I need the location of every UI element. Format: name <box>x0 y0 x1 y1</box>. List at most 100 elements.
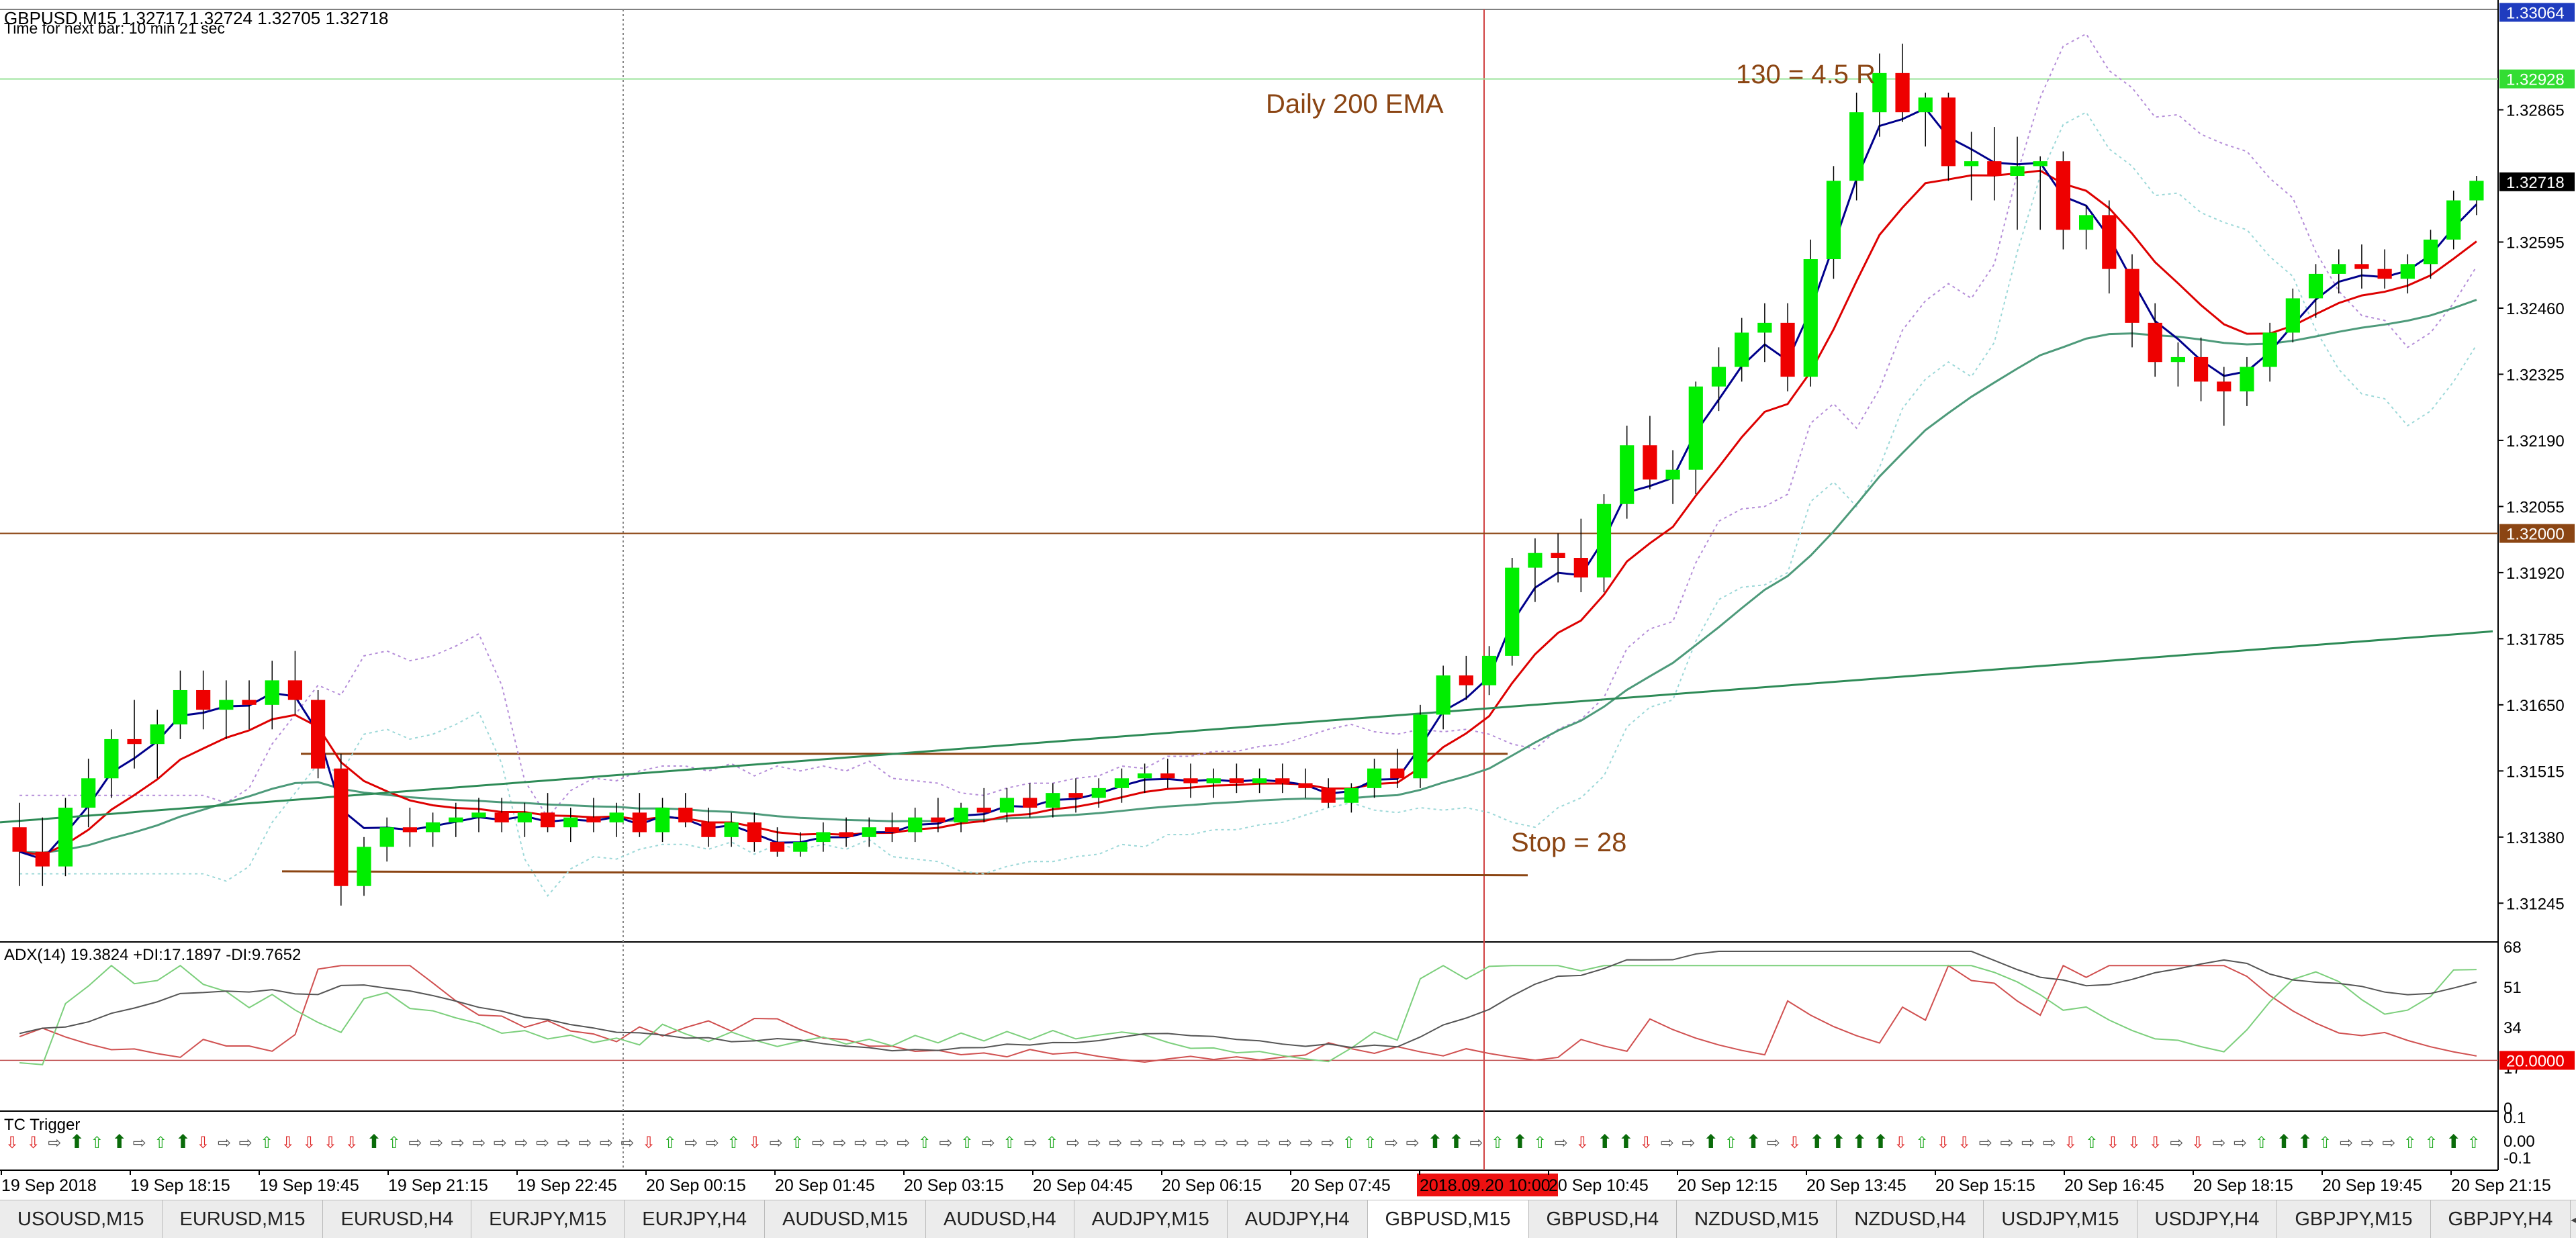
chart-tab-audusd-m15[interactable]: AUDUSD,M15 <box>765 1200 926 1238</box>
candle-body[interactable] <box>1505 567 1520 656</box>
candle-body[interactable] <box>2423 239 2438 265</box>
candle-body[interactable] <box>104 739 119 779</box>
candle-body[interactable] <box>2446 200 2461 240</box>
candle-body[interactable] <box>724 822 739 837</box>
candle-body[interactable] <box>1573 558 1588 578</box>
chart-tab-usdjpy-m15[interactable]: USDJPY,M15 <box>1984 1200 2137 1238</box>
candle-body[interactable] <box>747 822 762 843</box>
tab-scroll-icon[interactable]: ◂ <box>2571 1200 2576 1238</box>
candle-body[interactable] <box>1688 386 1703 470</box>
candle-body[interactable] <box>1643 445 1657 480</box>
candle-body[interactable] <box>2285 298 2300 333</box>
candle-body[interactable] <box>2400 264 2415 279</box>
candle-body[interactable] <box>839 832 854 837</box>
candle-body[interactable] <box>793 842 808 852</box>
candle-body[interactable] <box>586 817 601 822</box>
candle-body[interactable] <box>402 827 418 832</box>
candle-body[interactable] <box>1826 181 1841 260</box>
candle-body[interactable] <box>2148 322 2162 363</box>
candle-body[interactable] <box>999 798 1015 813</box>
candle-body[interactable] <box>1091 788 1106 798</box>
candle-body[interactable] <box>242 700 257 705</box>
candle-body[interactable] <box>219 700 234 710</box>
candle-body[interactable] <box>1872 73 1887 113</box>
candle-body[interactable] <box>1298 783 1313 788</box>
candle-body[interactable] <box>173 689 188 725</box>
candle-body[interactable] <box>494 812 509 822</box>
candle-body[interactable] <box>2377 269 2392 279</box>
candle-body[interactable] <box>655 808 670 832</box>
ema-annotation[interactable]: Daily 200 EMA <box>1266 89 1444 119</box>
candle-body[interactable] <box>1367 768 1382 788</box>
candle-body[interactable] <box>1321 788 1336 803</box>
candle-body[interactable] <box>678 808 693 822</box>
candle-body[interactable] <box>2240 367 2254 391</box>
candle-body[interactable] <box>2469 181 2484 201</box>
candle-body[interactable] <box>2217 381 2232 391</box>
candle-body[interactable] <box>701 822 716 837</box>
candle-body[interactable] <box>931 817 946 822</box>
candle-body[interactable] <box>563 817 578 828</box>
candle-body[interactable] <box>81 778 96 808</box>
candle-body[interactable] <box>2170 356 2185 363</box>
candle-body[interactable] <box>1987 161 2002 177</box>
candle-body[interactable] <box>2354 264 2369 269</box>
candle-body[interactable] <box>2332 264 2346 274</box>
candle-body[interactable] <box>12 827 27 852</box>
candle-body[interactable] <box>35 851 50 867</box>
candle-body[interactable] <box>471 812 486 818</box>
candle-body[interactable] <box>908 817 923 832</box>
candle-body[interactable] <box>1229 778 1244 783</box>
chart-tab-gbpusd-h4[interactable]: GBPUSD,H4 <box>1529 1200 1677 1238</box>
candle-body[interactable] <box>1849 112 1864 181</box>
chart-tab-usdjpy-h4[interactable]: USDJPY,H4 <box>2137 1200 2278 1238</box>
candle-body[interactable] <box>2308 273 2324 299</box>
candle-body[interactable] <box>1757 322 1772 333</box>
candle-body[interactable] <box>357 847 371 886</box>
chart-tab-eurjpy-m15[interactable]: EURJPY,M15 <box>471 1200 625 1238</box>
chart-tab-audjpy-m15[interactable]: AUDJPY,M15 <box>1074 1200 1228 1238</box>
candle-body[interactable] <box>1436 675 1451 715</box>
candle-body[interactable] <box>265 680 279 705</box>
candle-body[interactable] <box>379 827 394 847</box>
candle-body[interactable] <box>1023 798 1038 808</box>
candle-body[interactable] <box>449 817 463 822</box>
candle-body[interactable] <box>609 812 624 822</box>
candle-body[interactable] <box>1596 504 1612 578</box>
candle-body[interactable] <box>1068 793 1083 798</box>
stop-annotation[interactable]: Stop = 28 <box>1511 828 1626 857</box>
candle-body[interactable] <box>425 822 441 832</box>
candle-body[interactable] <box>1138 773 1152 779</box>
chart-tab-usousd-m15[interactable]: USOUSD,M15 <box>0 1200 163 1238</box>
candle-body[interactable] <box>1735 332 1749 367</box>
range-bottom-trendline[interactable] <box>281 870 1528 877</box>
candle-body[interactable] <box>517 812 532 822</box>
candle-body[interactable] <box>2125 269 2140 323</box>
chart-tab-gbpjpy-h4[interactable]: GBPJPY,H4 <box>2431 1200 2571 1238</box>
candle-body[interactable] <box>1941 97 1956 166</box>
candle-body[interactable] <box>1046 793 1060 808</box>
candle-body[interactable] <box>884 827 900 832</box>
candle-body[interactable] <box>770 842 785 852</box>
candle-body[interactable] <box>632 812 647 832</box>
candle-body[interactable] <box>1964 161 1979 166</box>
candle-body[interactable] <box>2010 166 2025 177</box>
candle-body[interactable] <box>127 739 142 745</box>
candle-body[interactable] <box>1481 655 1497 685</box>
daily-200-ema-line[interactable] <box>0 630 2493 824</box>
candle-body[interactable] <box>954 808 968 822</box>
candle-body[interactable] <box>976 808 991 813</box>
candle-body[interactable] <box>2193 356 2209 382</box>
candle-body[interactable] <box>2033 161 2048 166</box>
chart-tab-audusd-h4[interactable]: AUDUSD,H4 <box>926 1200 1074 1238</box>
candle-body[interactable] <box>311 700 326 769</box>
candle-body[interactable] <box>1711 367 1727 387</box>
chart-tab-audjpy-h4[interactable]: AUDJPY,H4 <box>1228 1200 1368 1238</box>
candle-body[interactable] <box>540 812 555 828</box>
candle-body[interactable] <box>1413 714 1428 779</box>
candle-body[interactable] <box>1551 553 1565 559</box>
candle-body[interactable] <box>1459 675 1473 685</box>
candle-body[interactable] <box>1803 259 1818 377</box>
candle-body[interactable] <box>1528 553 1543 568</box>
